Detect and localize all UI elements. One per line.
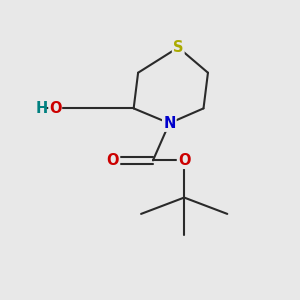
- Text: H: H: [35, 101, 47, 116]
- Text: O: O: [49, 101, 61, 116]
- Text: O: O: [178, 153, 190, 168]
- Text: S: S: [173, 40, 184, 55]
- Text: O: O: [106, 153, 119, 168]
- Text: N: N: [163, 116, 176, 131]
